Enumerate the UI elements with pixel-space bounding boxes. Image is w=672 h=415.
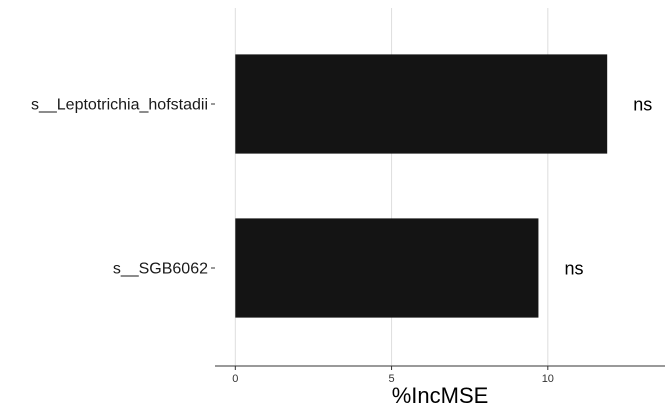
x-tick-label-2: 10 — [542, 373, 554, 385]
bars — [235, 54, 608, 318]
labels: 0 5 10s__Leptotrichia_hofstadii nss__SGB606… — [31, 95, 652, 386]
x-axis-title: %IncMSE — [392, 383, 489, 408]
significance-label-1: ns — [564, 259, 583, 279]
y-tick-label-0: s__Leptotrichia_hofstadii — [31, 97, 208, 114]
x-tick-label-0: 0 — [232, 373, 238, 385]
axes — [211, 103, 665, 370]
bar-1 — [235, 218, 539, 318]
y-tick-label-1: s__SGB6062 — [113, 261, 208, 278]
significance-label-0: ns — [633, 95, 652, 115]
bar-0 — [235, 54, 608, 154]
x-tick-label-1: 5 — [389, 373, 395, 385]
